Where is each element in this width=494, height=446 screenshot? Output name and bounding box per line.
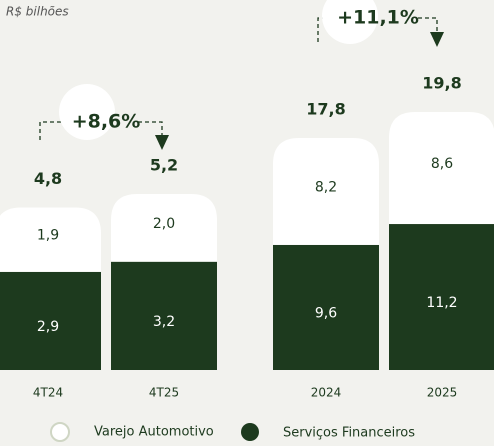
total-label: 5,2: [150, 156, 178, 175]
annotation-bubble: [59, 84, 115, 140]
bar-segment: [111, 261, 217, 370]
bar-segment: [273, 244, 379, 370]
value-label: 8,6: [431, 156, 453, 172]
x-tick-label: 4T25: [149, 386, 179, 400]
value-label: 1,9: [37, 228, 59, 244]
annotation-arrow: [418, 17, 438, 32]
x-tick-label: 2024: [311, 386, 342, 400]
x-tick-label: 4T24: [33, 386, 63, 400]
annotation-arrow: [39, 121, 62, 140]
value-label: 8,2: [315, 179, 337, 195]
legend-marker: [50, 422, 70, 442]
total-label: 4,8: [34, 169, 62, 188]
annotation-arrow: [138, 121, 163, 135]
value-label: 2,9: [37, 319, 59, 335]
bar-segment: [389, 112, 494, 225]
annotation: +8,6%: [72, 111, 141, 133]
x-tick-label: 2025: [427, 386, 458, 400]
bar-segment: [0, 271, 101, 370]
arrow-head: [155, 135, 169, 150]
value-label: 11,2: [426, 295, 457, 311]
annotation-arrow: [317, 17, 332, 42]
legend-marker: [241, 423, 259, 441]
subtitle: R$ bilhões: [6, 5, 69, 19]
legend-label: Serviços Financeiros: [283, 426, 415, 441]
value-label: 9,6: [315, 305, 337, 321]
annotation-bubble: [322, 0, 378, 44]
total-label: 19,8: [422, 74, 461, 93]
value-label: 2,0: [153, 216, 175, 232]
legend-label: Varejo Automotivo: [94, 425, 214, 440]
arrow-head: [430, 32, 444, 47]
annotation: +11,1%: [337, 7, 419, 29]
bar-segment: [389, 224, 494, 370]
bar-segment: [273, 138, 379, 245]
bar-segment: [0, 207, 101, 272]
value-label: 3,2: [153, 314, 175, 330]
total-label: 17,8: [306, 100, 345, 119]
bar-segment: [111, 194, 217, 262]
